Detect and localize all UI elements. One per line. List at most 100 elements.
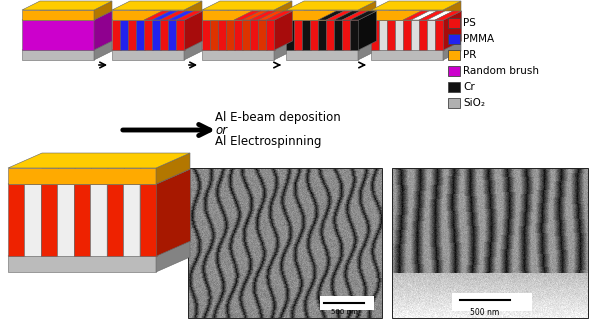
Polygon shape [286, 1, 376, 10]
Polygon shape [234, 11, 253, 50]
Polygon shape [112, 41, 202, 50]
Polygon shape [234, 20, 243, 50]
Text: Cr: Cr [463, 82, 475, 92]
Bar [392, 168, 588, 318]
Polygon shape [379, 11, 406, 20]
Polygon shape [371, 1, 461, 10]
Polygon shape [388, 11, 406, 50]
Polygon shape [411, 20, 420, 50]
Polygon shape [419, 11, 446, 20]
Polygon shape [120, 11, 146, 20]
Polygon shape [266, 20, 275, 50]
Polygon shape [294, 11, 313, 50]
Polygon shape [144, 11, 170, 20]
Polygon shape [22, 50, 94, 60]
Polygon shape [303, 11, 320, 50]
Polygon shape [57, 184, 74, 256]
Polygon shape [275, 11, 292, 50]
Polygon shape [22, 1, 112, 10]
Polygon shape [403, 11, 430, 20]
Polygon shape [107, 184, 124, 256]
Bar [448, 50, 460, 60]
Polygon shape [427, 11, 453, 20]
Text: PS: PS [463, 18, 476, 28]
Polygon shape [160, 11, 179, 50]
Polygon shape [136, 11, 162, 20]
Polygon shape [226, 11, 253, 20]
Polygon shape [8, 184, 25, 256]
Polygon shape [286, 10, 358, 20]
Bar [448, 66, 460, 76]
Polygon shape [94, 11, 112, 50]
Polygon shape [202, 10, 274, 20]
Polygon shape [22, 10, 94, 20]
Polygon shape [266, 11, 292, 20]
Polygon shape [395, 20, 404, 50]
Polygon shape [358, 1, 376, 20]
Polygon shape [359, 11, 377, 50]
Polygon shape [202, 50, 274, 60]
Polygon shape [294, 20, 303, 50]
Polygon shape [242, 11, 269, 20]
Polygon shape [286, 50, 358, 60]
Polygon shape [371, 10, 443, 20]
Bar [452, 293, 532, 311]
Polygon shape [169, 11, 186, 50]
Polygon shape [318, 20, 327, 50]
Bar [448, 34, 460, 44]
Polygon shape [310, 11, 336, 20]
Polygon shape [218, 11, 236, 50]
Polygon shape [160, 20, 169, 50]
Polygon shape [140, 169, 191, 184]
Polygon shape [140, 169, 174, 256]
Polygon shape [350, 11, 368, 50]
Text: Al E-beam deposition: Al E-beam deposition [215, 111, 341, 125]
Polygon shape [90, 169, 141, 184]
Polygon shape [387, 11, 413, 20]
Polygon shape [218, 11, 244, 20]
Polygon shape [184, 41, 202, 60]
Polygon shape [112, 50, 184, 60]
Polygon shape [250, 11, 269, 50]
Polygon shape [343, 11, 361, 50]
Polygon shape [41, 169, 92, 184]
Polygon shape [144, 20, 153, 50]
Polygon shape [302, 11, 329, 20]
Polygon shape [358, 41, 376, 60]
Polygon shape [259, 11, 276, 50]
Polygon shape [144, 11, 162, 50]
Polygon shape [202, 1, 292, 10]
Polygon shape [274, 1, 292, 20]
Polygon shape [58, 169, 92, 256]
Polygon shape [123, 184, 140, 256]
Polygon shape [74, 169, 108, 256]
Polygon shape [121, 11, 139, 50]
Polygon shape [250, 20, 259, 50]
Bar [448, 82, 460, 92]
Polygon shape [258, 20, 266, 50]
Polygon shape [411, 11, 430, 50]
Polygon shape [156, 241, 190, 272]
Polygon shape [128, 20, 137, 50]
Polygon shape [156, 153, 190, 184]
Polygon shape [107, 169, 141, 256]
Text: 500 nm: 500 nm [471, 308, 500, 317]
Polygon shape [123, 169, 174, 184]
Polygon shape [168, 20, 176, 50]
Polygon shape [22, 41, 112, 50]
Polygon shape [318, 11, 336, 50]
Polygon shape [342, 11, 368, 20]
Bar [448, 98, 460, 108]
Polygon shape [326, 20, 334, 50]
Polygon shape [8, 256, 156, 272]
Polygon shape [24, 184, 41, 256]
Polygon shape [411, 11, 437, 20]
Polygon shape [184, 1, 202, 20]
Polygon shape [25, 169, 59, 256]
Polygon shape [22, 20, 94, 50]
Polygon shape [168, 11, 195, 20]
Polygon shape [350, 11, 377, 20]
Polygon shape [41, 184, 58, 256]
Polygon shape [112, 1, 202, 10]
Polygon shape [294, 11, 320, 20]
